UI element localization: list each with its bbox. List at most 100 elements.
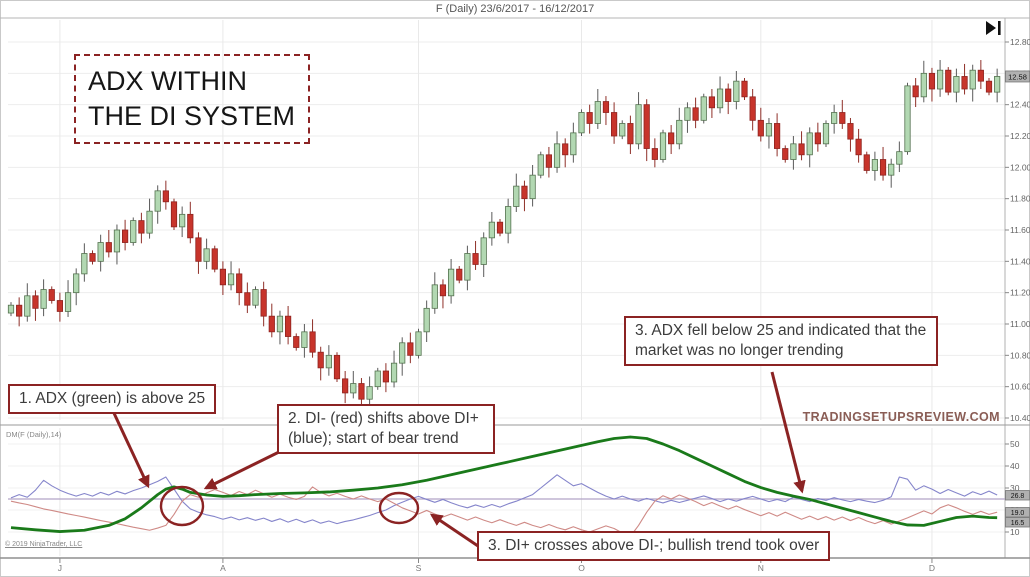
candle-body — [749, 96, 756, 121]
candle-body — [431, 284, 438, 309]
candle-body — [961, 76, 968, 90]
candle-body — [537, 154, 544, 176]
candle-body — [260, 289, 267, 317]
candle-body — [350, 383, 357, 394]
candle-body — [594, 101, 601, 124]
candle-body — [822, 123, 830, 145]
candle-body — [284, 315, 292, 337]
arrow-to-bear-cross — [203, 450, 280, 490]
candle-body — [342, 378, 349, 394]
candle-body — [529, 174, 536, 200]
candle-body — [32, 295, 39, 309]
candle-body — [407, 342, 414, 356]
candle-body — [863, 154, 870, 171]
candle-body — [293, 336, 300, 348]
candle-body — [562, 143, 569, 156]
month-label: J — [58, 563, 62, 573]
candle-body — [782, 148, 789, 160]
candle-body — [545, 154, 553, 168]
candle-body — [309, 331, 316, 353]
month-label: D — [929, 563, 935, 573]
price-tick-label: 11.60 — [1010, 225, 1030, 235]
candle-body — [879, 159, 887, 176]
candle-body — [130, 220, 137, 243]
candle-body — [211, 248, 218, 270]
candle-body — [692, 107, 699, 121]
candle-body — [317, 351, 324, 369]
indicator-tick-label: 50 — [1010, 439, 1020, 449]
candle-body — [635, 104, 642, 145]
candle-body — [81, 253, 88, 275]
line-DI+ — [10, 474, 998, 525]
candle-body — [945, 69, 952, 93]
candle-body — [985, 80, 993, 93]
candle-body — [912, 85, 919, 98]
candle-body — [488, 221, 495, 239]
candle-body — [937, 69, 944, 90]
candle-body — [953, 76, 960, 93]
candle-body — [741, 80, 748, 98]
candle-body — [888, 163, 895, 176]
candle-body — [757, 119, 764, 137]
candle-body — [839, 112, 846, 124]
candle-body — [790, 143, 797, 160]
candle-body — [146, 210, 153, 234]
candle-body — [505, 206, 512, 234]
candle-body — [611, 112, 618, 137]
candle-body — [586, 112, 593, 124]
candle-body — [16, 304, 23, 317]
crossover-circle-1 — [159, 485, 205, 527]
candle-body — [325, 354, 332, 369]
candle-body — [814, 132, 821, 145]
candle-body — [806, 132, 813, 156]
candle-body — [105, 242, 112, 253]
candle-body — [73, 273, 80, 294]
indicator-tick-label: 30 — [1010, 483, 1020, 493]
candle-body — [513, 185, 520, 207]
line-DI- — [10, 486, 998, 537]
candle-body — [684, 107, 691, 121]
candle-body — [333, 354, 341, 380]
candle-body — [896, 151, 903, 165]
candle-body — [521, 185, 528, 200]
candle-body — [219, 268, 226, 286]
crossover-circle-2 — [378, 491, 420, 525]
candle-body — [928, 72, 936, 90]
candle-body — [765, 123, 773, 137]
candle-body — [553, 143, 561, 168]
annotation-arrows — [111, 371, 806, 548]
candle-body — [415, 331, 422, 356]
indicator-label: DM(F (Daily),14) — [6, 430, 62, 439]
candle-body — [831, 112, 838, 124]
candle-body — [472, 253, 479, 265]
candle-body — [390, 362, 398, 383]
candle-body — [382, 370, 390, 383]
candle-body — [668, 132, 675, 145]
candle-body — [651, 148, 658, 160]
skip-to-end-icon[interactable] — [986, 21, 1001, 35]
candle-body — [276, 315, 284, 333]
watermark: TRADINGSETUPSREVIEW.COM — [802, 410, 1000, 424]
candle-body — [399, 342, 406, 364]
candle-body — [56, 300, 64, 312]
copyright-text: © 2019 NinjaTrader, LLC — [5, 541, 83, 548]
price-tick-label: 10.80 — [1010, 350, 1030, 360]
candle-body — [301, 331, 308, 348]
candle-body — [447, 268, 455, 297]
price-tick-label: 11.80 — [1010, 194, 1030, 204]
price-tick-label: 12.20 — [1010, 131, 1030, 141]
month-label: O — [578, 563, 585, 573]
candle-body — [994, 76, 1001, 93]
last-price-value: 12.58 — [1008, 72, 1027, 81]
candle-body — [122, 229, 129, 243]
price-tick-label: 12.00 — [1010, 162, 1030, 172]
candle-body — [40, 289, 47, 309]
candle-body — [89, 253, 96, 262]
candle-body — [969, 69, 976, 90]
month-label: S — [416, 563, 422, 573]
candle-body — [203, 248, 210, 262]
candle-body — [187, 213, 194, 239]
candle-body — [439, 284, 447, 297]
candle-body — [138, 220, 145, 234]
